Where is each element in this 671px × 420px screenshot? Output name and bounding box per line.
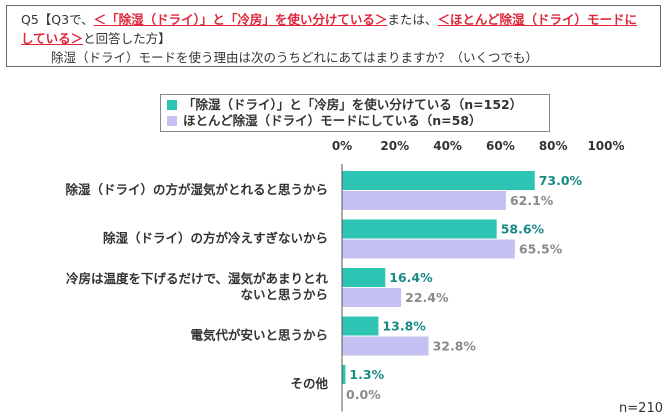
question-or: または、 <box>387 12 438 27</box>
question-text: 除湿（ドライ）モードを使う理由は次のうちどれにあてはまりますか？（いくつでも） <box>51 50 539 65</box>
question-number: Q5【Q3で、 <box>21 12 94 27</box>
x-tick-label: 0% <box>332 139 352 153</box>
question-header-cont: している＞と回答した方】 <box>21 29 652 48</box>
x-tick-label: 20% <box>380 139 409 153</box>
chart-legend: 「除湿（ドライ）」と「冷房」を使い分けている（n=152） ほとんど除湿（ドライ… <box>160 94 550 132</box>
bar-series1 <box>342 268 386 287</box>
bar-series1 <box>342 365 346 384</box>
condition-2-part1: ＜ほとんど除湿（ドライ）モードに <box>437 12 638 27</box>
sample-size: n=210 <box>619 401 663 416</box>
x-tick-label: 100% <box>587 139 624 153</box>
category-label: 除湿（ドライ）の方が湿気がとれると思うから <box>65 182 328 197</box>
category-label: その他 <box>290 376 328 391</box>
category-label: ないと思うから <box>240 287 328 302</box>
data-label-series1: 73.0% <box>539 173 583 188</box>
bar-series2 <box>342 288 402 307</box>
data-label-series2: 32.8% <box>433 339 477 354</box>
legend-item-series2: ほとんど除湿（ドライ）モードにしている（n=58） <box>167 113 543 129</box>
condition-2-part2: している＞ <box>21 31 84 46</box>
legend-item-series1: 「除湿（ドライ）」と「冷房」を使い分けている（n=152） <box>167 97 543 113</box>
legend-swatch-series2 <box>167 116 177 126</box>
condition-1: ＜「除湿（ドライ）」と「冷房」を使い分けている＞ <box>93 12 388 27</box>
bar-series1 <box>342 171 535 190</box>
legend-label-series2: ほとんど除湿（ドライ）モードにしている（n=58） <box>183 113 482 128</box>
data-label-series2: 22.4% <box>405 290 449 305</box>
legend-swatch-series1 <box>167 100 177 110</box>
x-tick-label: 60% <box>486 139 515 153</box>
bar-series1 <box>342 219 497 239</box>
question-suffix: と回答した方】 <box>83 31 171 46</box>
data-label-series2: 0.0% <box>346 387 381 402</box>
x-tick-label: 80% <box>539 139 568 153</box>
data-label-series2: 65.5% <box>519 242 563 257</box>
bar-series2 <box>342 336 429 356</box>
category-label: 除湿（ドライ）の方が冷えすぎないから <box>103 231 328 246</box>
category-label: 電気代が安いと思うから <box>190 328 328 343</box>
data-label-series1: 16.4% <box>389 270 433 285</box>
bar-series2 <box>342 191 506 210</box>
legend-label-series1: 「除湿（ドライ）」と「冷房」を使い分けている（n=152） <box>183 97 523 112</box>
question-box: Q5【Q3で、＜「除湿（ドライ）」と「冷房」を使い分けている＞または、＜ほとんど… <box>6 5 661 67</box>
data-label-series1: 1.3% <box>349 367 384 382</box>
x-tick-label: 40% <box>433 139 462 153</box>
bar-series1 <box>342 316 379 336</box>
question-header: Q5【Q3で、＜「除湿（ドライ）」と「冷房」を使い分けている＞または、＜ほとんど… <box>21 10 652 29</box>
data-label-series2: 62.1% <box>510 193 554 208</box>
category-label: 冷房は温度を下げるだけで、湿気があまりとれ <box>66 271 329 286</box>
data-label-series1: 58.6% <box>501 222 545 237</box>
bar-series2 <box>342 239 515 259</box>
data-label-series1: 13.8% <box>382 319 426 334</box>
